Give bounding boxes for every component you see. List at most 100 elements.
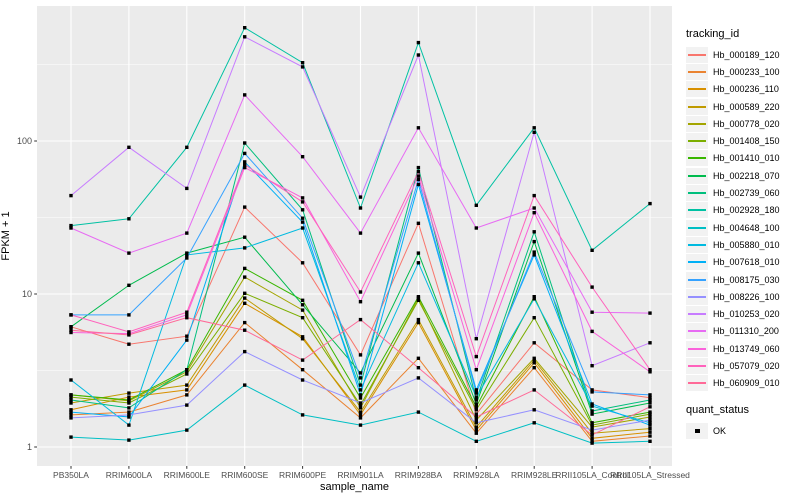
data-point (532, 408, 536, 412)
legend-item-Hb_057079_020: Hb_057079_020 (686, 357, 798, 374)
legend-key-swatch (686, 254, 708, 271)
data-point (590, 425, 594, 429)
data-point (648, 401, 652, 405)
data-point (69, 393, 73, 397)
data-point (243, 93, 247, 97)
legend-key-line (688, 278, 706, 281)
data-point (185, 383, 189, 387)
data-point (185, 338, 189, 342)
legend-label: Hb_010253_020 (713, 309, 780, 320)
data-point (127, 398, 131, 402)
data-point (474, 388, 478, 392)
data-point (300, 413, 305, 417)
x-tick-label: RRIM600SE (221, 470, 269, 480)
legend-item-Hb_060909_010: Hb_060909_010 (686, 375, 798, 392)
data-point (648, 430, 652, 434)
data-point (474, 415, 478, 419)
data-point (532, 341, 536, 345)
data-point (185, 186, 189, 191)
data-point (648, 370, 652, 374)
legend-key-swatch (686, 150, 708, 167)
data-point (416, 174, 421, 178)
y-tick-label: 10 (22, 289, 32, 299)
data-point (358, 403, 363, 407)
data-point (416, 410, 421, 414)
data-point (532, 239, 536, 244)
legend-key-line (688, 261, 706, 264)
legend-label: Hb_000778_020 (713, 118, 780, 129)
legend-key-line (688, 192, 706, 195)
data-point (648, 415, 652, 419)
data-point (300, 335, 305, 339)
data-point (416, 126, 421, 130)
legend-item-Hb_000589_220: Hb_000589_220 (686, 98, 798, 115)
legend-item-Hb_004648_100: Hb_004648_100 (686, 219, 798, 236)
data-point (69, 435, 73, 439)
data-point (474, 395, 478, 399)
legend-key-swatch (686, 81, 708, 98)
data-point (185, 368, 189, 372)
data-point (243, 26, 247, 30)
data-point (185, 145, 189, 149)
legend-item-Hb_002218_070: Hb_002218_070 (686, 167, 798, 184)
data-point (416, 376, 421, 380)
legend-key-line (688, 122, 706, 125)
data-point (358, 371, 363, 375)
data-point (474, 412, 478, 416)
data-point (300, 316, 305, 320)
legend-items: Hb_000189_120 Hb_000233_100 Hb_000236_110 H… (686, 46, 798, 392)
legend-key-swatch (686, 185, 708, 202)
legend-key-swatch (686, 357, 708, 374)
data-point (358, 410, 363, 414)
data-point (127, 342, 131, 346)
data-point (648, 368, 652, 372)
data-point (358, 413, 363, 417)
data-point (358, 383, 363, 387)
data-point (358, 393, 363, 397)
legend-key-line (688, 347, 706, 350)
data-point (243, 275, 247, 279)
data-point (185, 388, 189, 392)
data-point (532, 130, 536, 134)
data-point (300, 61, 305, 65)
legend-item-Hb_005880_010: Hb_005880_010 (686, 236, 798, 253)
data-point (127, 251, 131, 255)
data-point (590, 329, 594, 334)
data-point (243, 349, 247, 354)
data-point (69, 416, 73, 420)
data-point (300, 308, 305, 312)
data-point (532, 421, 536, 425)
data-point (590, 412, 594, 416)
legend-label: Hb_000589_220 (713, 101, 780, 112)
data-point (648, 393, 652, 397)
data-point (648, 398, 652, 402)
legend-label: Hb_001410_010 (713, 153, 780, 164)
data-point (243, 301, 247, 305)
data-point (127, 395, 131, 399)
legend-key-swatch (686, 167, 708, 184)
data-point (243, 328, 247, 332)
data-point (474, 398, 478, 402)
data-point (648, 421, 652, 425)
data-point (243, 383, 247, 387)
data-point (358, 231, 363, 235)
data-point (590, 402, 594, 406)
data-point (648, 201, 652, 206)
data-point (532, 366, 536, 370)
data-point (590, 409, 594, 413)
data-point (127, 333, 131, 337)
x-tick-label: RRIM928LE (511, 470, 558, 480)
legend-item-Hb_002739_060: Hb_002739_060 (686, 184, 798, 202)
data-point (648, 405, 652, 409)
data-point (300, 155, 305, 159)
legend-label: Hb_002739_060 (713, 188, 780, 199)
legend-item-Hb_008175_030: Hb_008175_030 (686, 271, 798, 288)
data-point (185, 370, 189, 374)
data-point (474, 368, 478, 372)
data-point (127, 438, 131, 442)
legend-key-line (688, 105, 706, 108)
legend-key-line (688, 226, 706, 229)
legend-key-swatch (686, 133, 708, 150)
y-tick-label: 1 (27, 442, 32, 452)
legend-item-Hb_002928_180: Hb_002928_180 (686, 202, 798, 219)
